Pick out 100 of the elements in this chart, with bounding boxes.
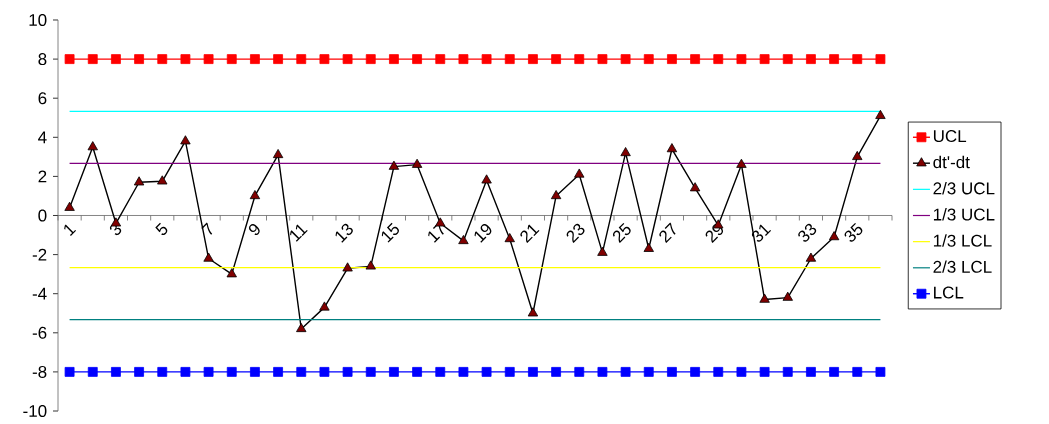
point — [157, 54, 168, 64]
legend-label: 2/3 LCL — [933, 260, 992, 273]
legend-label: UCL — [933, 130, 967, 143]
point — [157, 367, 168, 377]
point — [411, 158, 423, 168]
point — [759, 367, 770, 377]
legend-label: 1/3 LCL — [933, 234, 992, 247]
point — [689, 182, 701, 192]
x-tick-label: 21 — [520, 224, 540, 244]
point — [111, 54, 121, 64]
x-tick-label: 5 — [155, 222, 168, 236]
y-tick-label: -8 — [32, 365, 47, 378]
point — [736, 367, 747, 377]
point — [736, 54, 747, 64]
point — [435, 54, 446, 64]
point — [828, 231, 840, 241]
point — [597, 54, 608, 64]
point — [805, 252, 817, 262]
y-tick-label: -2 — [32, 248, 47, 261]
point — [365, 260, 376, 270]
point — [458, 367, 469, 377]
point — [875, 367, 886, 377]
x-tick-label: 33 — [798, 223, 817, 242]
point — [551, 367, 561, 377]
x-tick-label: 13 — [335, 223, 353, 243]
point — [504, 233, 515, 243]
point — [226, 268, 237, 278]
point — [64, 367, 75, 377]
point — [782, 367, 793, 377]
point — [272, 148, 284, 159]
point — [319, 301, 330, 311]
legend-label: 1/3 UCL — [933, 208, 995, 221]
point — [319, 54, 330, 64]
point — [226, 367, 237, 377]
point — [365, 54, 376, 64]
point — [203, 54, 214, 64]
point — [412, 367, 422, 377]
x-tick-label: 1 — [64, 224, 77, 236]
y-tick-label: 4 — [38, 131, 47, 144]
point — [250, 54, 260, 64]
x-tick-label: 31 — [751, 224, 772, 242]
point — [87, 54, 98, 64]
y-tick-label: -4 — [32, 287, 47, 300]
point — [249, 190, 261, 200]
point — [435, 367, 446, 377]
x-tick-label: 11 — [290, 224, 308, 242]
point — [550, 190, 562, 200]
point — [250, 367, 260, 377]
y-tick-label: 2 — [38, 170, 47, 183]
point — [875, 54, 886, 64]
legend-label: 2/3 UCL — [933, 181, 995, 195]
point — [852, 367, 863, 377]
point — [133, 176, 145, 186]
point — [134, 54, 144, 64]
point — [643, 54, 654, 64]
point — [412, 54, 422, 64]
point — [829, 367, 839, 377]
point — [666, 143, 678, 153]
point — [527, 307, 539, 317]
point — [620, 147, 631, 157]
point — [87, 141, 98, 151]
point — [736, 158, 747, 168]
point — [667, 54, 677, 64]
point — [87, 367, 98, 377]
point — [667, 367, 677, 377]
point — [782, 54, 793, 64]
point — [782, 291, 793, 301]
point — [458, 235, 469, 245]
point — [713, 367, 724, 377]
x-tick-label: 15 — [381, 222, 399, 243]
point — [597, 367, 608, 377]
x-tick-label: 19 — [474, 224, 492, 243]
point — [157, 175, 168, 185]
point — [458, 54, 469, 64]
point — [226, 54, 237, 64]
point — [597, 246, 608, 256]
point — [574, 367, 585, 377]
point — [203, 252, 214, 262]
point — [829, 54, 839, 64]
point — [481, 367, 492, 377]
point — [111, 367, 121, 377]
point — [643, 367, 654, 377]
point — [806, 54, 816, 64]
y-tick-label: -6 — [32, 326, 47, 339]
point — [365, 367, 376, 377]
point — [574, 54, 585, 64]
point — [690, 54, 700, 64]
point — [134, 367, 144, 377]
point — [296, 54, 307, 64]
point — [574, 168, 585, 178]
point — [620, 54, 631, 64]
point — [64, 54, 75, 64]
point — [388, 160, 400, 170]
y-tick-label: -10 — [23, 404, 47, 418]
x-tick-label: 27 — [659, 222, 676, 244]
y-tick-label: 10 — [29, 13, 47, 27]
point — [806, 367, 816, 377]
point — [620, 367, 631, 377]
point — [875, 109, 886, 119]
point — [273, 367, 283, 377]
